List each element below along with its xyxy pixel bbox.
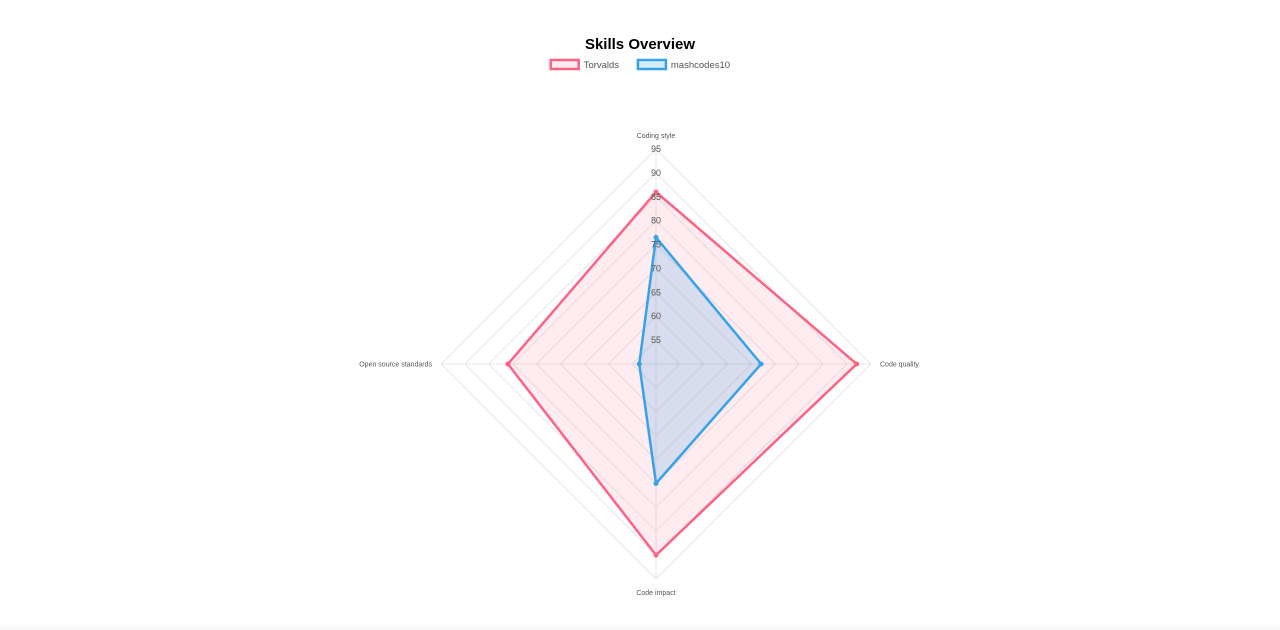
tick-label: 65	[651, 287, 661, 297]
legend-swatch	[636, 58, 668, 71]
data-point[interactable]	[854, 361, 860, 367]
data-point[interactable]	[758, 361, 764, 367]
tick-label: 60	[651, 311, 661, 321]
legend[interactable]: Torvalds mashcodes10	[549, 58, 730, 71]
axis-labels: Coding style Code quality Code impact Open …	[359, 133, 919, 597]
data-point[interactable]	[505, 361, 511, 367]
tick-label: 80	[651, 216, 661, 226]
tick-label: 95	[651, 144, 661, 154]
axis-label: Coding style	[637, 133, 676, 140]
series-layer	[505, 189, 860, 558]
data-point[interactable]	[653, 552, 659, 558]
legend-label: mashcodes10	[671, 60, 730, 71]
tick-labels: 55 60 65 70 75 80 85 90 95	[651, 144, 661, 345]
axis-label: Open source standards	[359, 362, 432, 369]
legend-swatch	[549, 58, 580, 71]
tick-label: 85	[651, 192, 661, 202]
chart-title: Skills Overview	[585, 36, 695, 53]
tick-label: 70	[651, 263, 661, 273]
bottom-shadow	[0, 624, 1280, 630]
data-point[interactable]	[653, 189, 659, 195]
legend-item-1[interactable]: mashcodes10	[636, 58, 730, 71]
data-point[interactable]	[636, 361, 642, 367]
axis-label: Code impact	[636, 590, 675, 597]
tick-label: 75	[651, 240, 661, 250]
tick-label: 90	[651, 168, 661, 178]
data-point[interactable]	[653, 480, 659, 486]
legend-label: Torvalds	[584, 60, 620, 71]
legend-item-0[interactable]: Torvalds	[549, 58, 620, 71]
axis-label: Code quality	[880, 362, 919, 369]
tick-label: 55	[651, 335, 661, 345]
data-point[interactable]	[653, 234, 659, 240]
